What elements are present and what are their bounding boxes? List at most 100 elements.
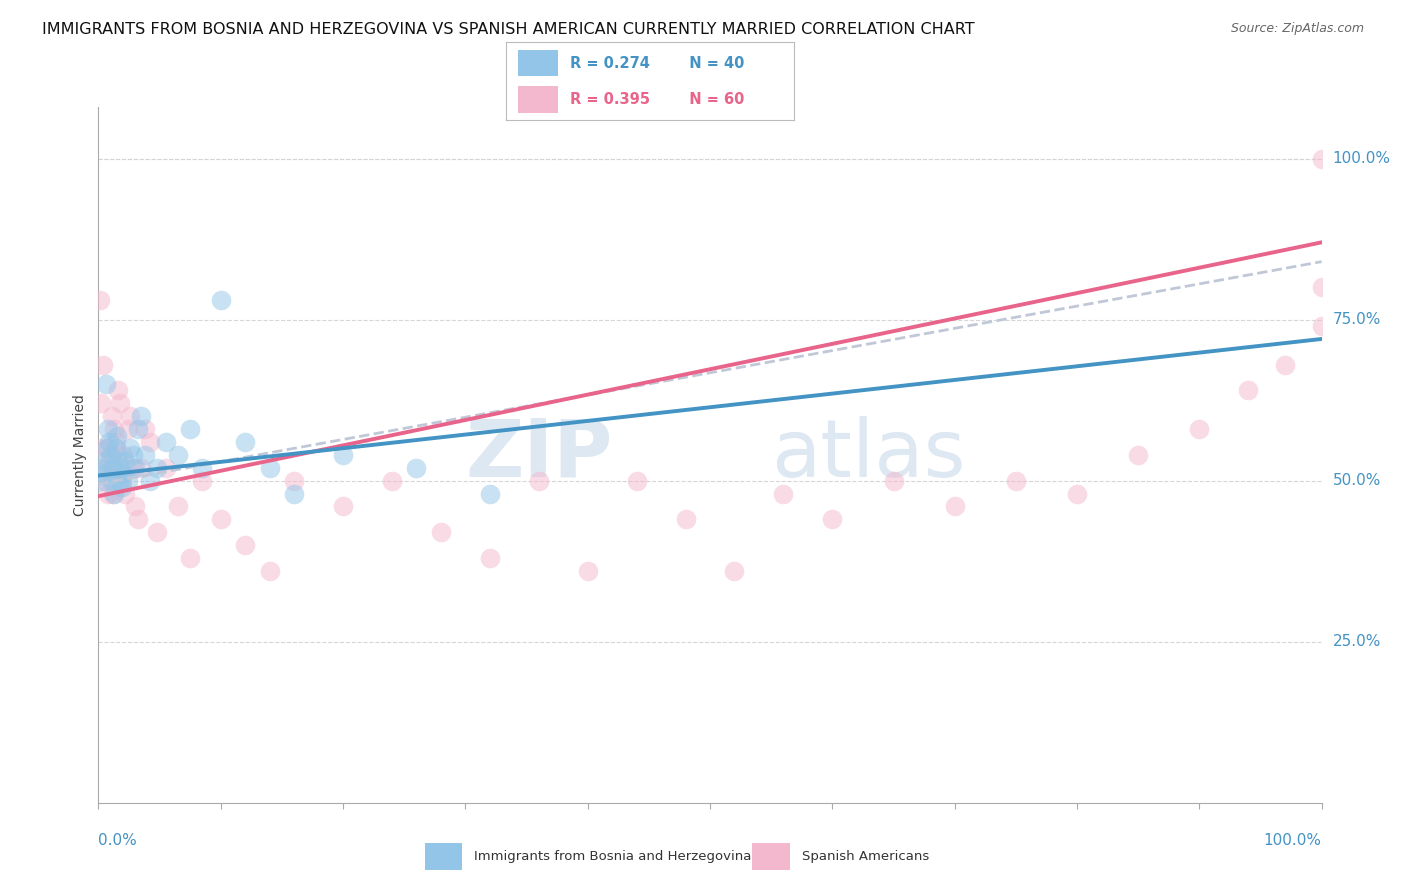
Point — [179, 551, 201, 566]
Bar — [425, 843, 461, 870]
Point — [93, 454, 115, 468]
Point — [124, 460, 146, 475]
Point — [97, 486, 120, 500]
Point — [127, 422, 149, 436]
Point — [1188, 422, 1211, 436]
Point — [108, 460, 131, 475]
Point — [1310, 280, 1333, 294]
Point — [101, 409, 124, 424]
Point — [103, 422, 125, 436]
Point — [1274, 358, 1296, 372]
Point — [117, 474, 139, 488]
Point — [179, 422, 201, 436]
Point — [90, 396, 112, 410]
Text: R = 0.395: R = 0.395 — [569, 92, 650, 107]
Point — [1310, 319, 1333, 334]
Point — [100, 460, 122, 475]
Text: IMMIGRANTS FROM BOSNIA AND HERZEGOVINA VS SPANISH AMERICAN CURRENTLY MARRIED COR: IMMIGRANTS FROM BOSNIA AND HERZEGOVINA V… — [42, 22, 974, 37]
Point — [117, 422, 139, 436]
Point — [105, 448, 128, 462]
Text: N = 60: N = 60 — [679, 92, 744, 107]
Point — [91, 460, 114, 475]
Point — [121, 460, 143, 475]
Point — [430, 525, 453, 540]
Point — [101, 474, 124, 488]
Point — [89, 293, 111, 308]
Point — [107, 454, 129, 468]
Point — [209, 293, 232, 308]
Point — [167, 500, 190, 514]
Point — [478, 486, 501, 500]
Point — [129, 460, 152, 475]
Text: 75.0%: 75.0% — [1333, 312, 1381, 327]
Point — [104, 442, 127, 456]
Point — [283, 486, 305, 500]
Point — [91, 442, 114, 456]
Point — [146, 525, 169, 540]
Text: ZIP: ZIP — [465, 416, 612, 494]
Point — [478, 551, 501, 566]
Point — [120, 409, 142, 424]
Point — [259, 460, 281, 475]
Text: Spanish Americans: Spanish Americans — [801, 850, 929, 863]
Point — [103, 486, 125, 500]
Point — [108, 474, 131, 488]
Point — [259, 564, 281, 578]
Point — [405, 460, 427, 475]
Text: 100.0%: 100.0% — [1264, 833, 1322, 848]
Point — [100, 448, 122, 462]
Point — [90, 474, 112, 488]
Point — [127, 512, 149, 526]
Point — [101, 460, 124, 475]
Text: Immigrants from Bosnia and Herzegovina: Immigrants from Bosnia and Herzegovina — [474, 850, 751, 863]
Point — [233, 435, 256, 450]
Point — [129, 409, 152, 424]
Point — [98, 454, 121, 468]
Text: 0.0%: 0.0% — [98, 833, 138, 848]
Point — [111, 474, 134, 488]
Y-axis label: Currently Married: Currently Married — [73, 394, 87, 516]
Point — [233, 538, 256, 552]
Text: Source: ZipAtlas.com: Source: ZipAtlas.com — [1230, 22, 1364, 36]
Point — [139, 435, 162, 450]
Bar — [752, 843, 790, 870]
Point — [105, 428, 128, 442]
Text: N = 40: N = 40 — [679, 55, 744, 70]
Text: R = 0.274: R = 0.274 — [569, 55, 650, 70]
Point — [943, 500, 966, 514]
Point — [107, 384, 129, 398]
Point — [93, 474, 115, 488]
Point — [96, 442, 118, 456]
Text: atlas: atlas — [772, 416, 966, 494]
Point — [139, 474, 162, 488]
Point — [91, 467, 114, 482]
Point — [1128, 448, 1150, 462]
Point — [111, 448, 134, 462]
Point — [155, 460, 177, 475]
Point — [527, 474, 550, 488]
Point — [96, 442, 118, 456]
Point — [626, 474, 648, 488]
Point — [191, 460, 214, 475]
Point — [98, 435, 121, 450]
Point — [146, 460, 169, 475]
Point — [101, 486, 124, 500]
Point — [110, 460, 132, 475]
Point — [209, 512, 232, 526]
Point — [97, 422, 120, 436]
Point — [94, 377, 117, 392]
Point — [772, 486, 794, 500]
Point — [110, 396, 132, 410]
Point — [191, 474, 214, 488]
Point — [91, 358, 114, 372]
Point — [1310, 152, 1333, 166]
Point — [381, 474, 404, 488]
Bar — [517, 50, 558, 77]
Point — [120, 442, 142, 456]
Point — [111, 480, 134, 494]
Point — [167, 448, 190, 462]
Text: 50.0%: 50.0% — [1333, 473, 1381, 488]
Point — [104, 435, 127, 450]
Point — [1004, 474, 1026, 488]
Point — [675, 512, 697, 526]
